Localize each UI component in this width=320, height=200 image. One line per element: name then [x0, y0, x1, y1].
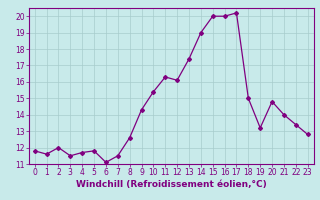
X-axis label: Windchill (Refroidissement éolien,°C): Windchill (Refroidissement éolien,°C): [76, 180, 267, 189]
